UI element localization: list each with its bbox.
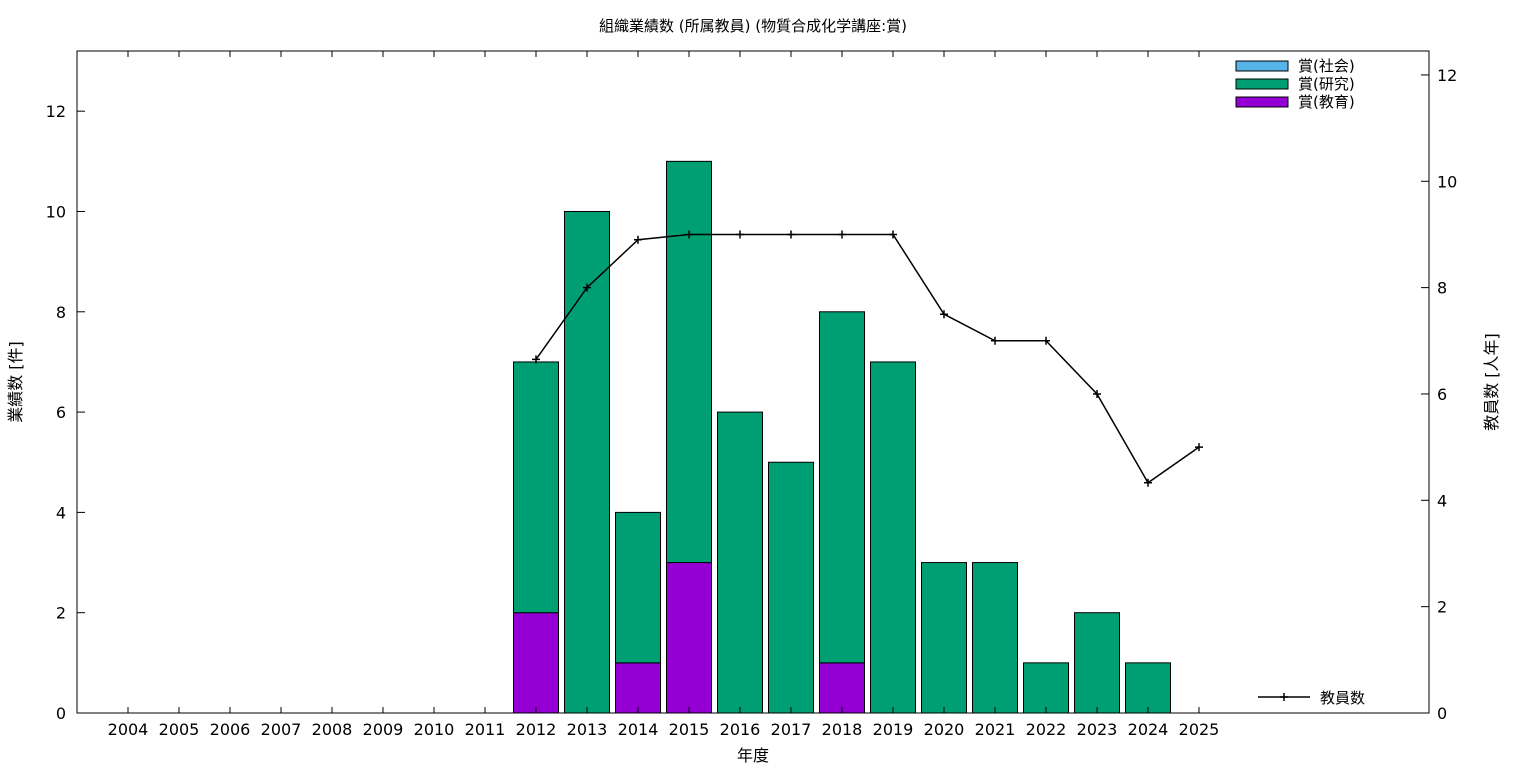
chart-title: 組織業績数 (所属教員) (物質合成化学講座:賞) bbox=[599, 17, 907, 35]
y2-tick-label-0: 0 bbox=[1437, 704, 1447, 723]
x-tick-label-2010: 2010 bbox=[414, 720, 455, 739]
bar-2014-s1 bbox=[615, 511, 661, 664]
bar-2014-s2 bbox=[615, 662, 661, 714]
x-tick-label-2017: 2017 bbox=[771, 720, 812, 739]
x-axis-label: 年度 bbox=[737, 746, 769, 765]
y-tick-label-8: 8 bbox=[56, 303, 66, 322]
y2-tick-label-10: 10 bbox=[1437, 172, 1457, 191]
bar-2023-s1 bbox=[1074, 612, 1120, 714]
x-tick-label-2020: 2020 bbox=[924, 720, 965, 739]
x-tick-label-2016: 2016 bbox=[720, 720, 761, 739]
y-tick-label-6: 6 bbox=[56, 403, 66, 422]
faculty-point-2016 bbox=[736, 230, 744, 239]
bar-2020-s1 bbox=[921, 562, 967, 714]
x-tick-label-2004: 2004 bbox=[108, 720, 149, 739]
y2-tick-label-4: 4 bbox=[1437, 491, 1447, 510]
legend-line-marker bbox=[1280, 693, 1288, 701]
x-tick-label-2025: 2025 bbox=[1179, 720, 1220, 739]
faculty-point-2020 bbox=[940, 310, 948, 319]
faculty-point-2014 bbox=[634, 235, 642, 244]
faculty-point-2019 bbox=[889, 230, 897, 239]
x-tick-label-2014: 2014 bbox=[618, 720, 659, 739]
legend-label-2: 賞(教育) bbox=[1298, 93, 1355, 111]
faculty-point-2024 bbox=[1144, 478, 1152, 487]
faculty-point-2012 bbox=[532, 355, 540, 364]
bar-2012-s2 bbox=[513, 612, 559, 714]
bar-2015-s2 bbox=[666, 562, 712, 714]
x-tick-label-2024: 2024 bbox=[1128, 720, 1169, 739]
faculty-point-2025 bbox=[1195, 443, 1203, 452]
axes: 2004 2005 2006 2007 2008 2009 2010 2011 2012 2013… bbox=[46, 51, 1457, 739]
y-axis-label: 業績数 [件] bbox=[6, 341, 25, 423]
x-tick-label-2012: 2012 bbox=[516, 720, 557, 739]
faculty-point-2013 bbox=[583, 283, 591, 292]
faculty-point-2015 bbox=[685, 230, 693, 239]
y-tick-label-4: 4 bbox=[56, 503, 66, 522]
faculty-point-2018 bbox=[838, 230, 846, 239]
y2-tick-label-8: 8 bbox=[1437, 279, 1447, 298]
legend-swatch-2 bbox=[1235, 96, 1289, 108]
x-tick-label-2009: 2009 bbox=[363, 720, 404, 739]
faculty-point-2017 bbox=[787, 230, 795, 239]
bar-2017-s1 bbox=[768, 461, 814, 714]
faculty-line-path bbox=[535, 233, 1200, 484]
x-tick-label-2021: 2021 bbox=[975, 720, 1016, 739]
bar-2016-s1 bbox=[717, 411, 763, 714]
bar-2022-s1 bbox=[1023, 662, 1069, 714]
x-tick-label-2013: 2013 bbox=[567, 720, 608, 739]
y2-axis-label: 教員数 [人年] bbox=[1482, 333, 1501, 431]
bar-2018-s2 bbox=[819, 662, 865, 714]
x-tick-label-2022: 2022 bbox=[1026, 720, 1067, 739]
legend-swatch-1 bbox=[1235, 78, 1289, 90]
bar-2012-s1 bbox=[513, 361, 559, 614]
x-tick-label-2006: 2006 bbox=[210, 720, 251, 739]
legend-label-1: 賞(研究) bbox=[1298, 75, 1355, 93]
x-tick-label-2007: 2007 bbox=[261, 720, 302, 739]
bar-2015-s1 bbox=[666, 160, 712, 564]
faculty-point-2021 bbox=[991, 336, 999, 345]
y2-tick-label-2: 2 bbox=[1437, 598, 1447, 617]
y-tick-label-2: 2 bbox=[56, 604, 66, 623]
x-tick-label-2015: 2015 bbox=[669, 720, 710, 739]
legend-swatch-0 bbox=[1235, 60, 1289, 72]
legend-line-label: 教員数 bbox=[1320, 689, 1365, 707]
y-tick-label-10: 10 bbox=[46, 202, 66, 221]
bar-2024-s1 bbox=[1125, 662, 1171, 714]
x-tick-label-2023: 2023 bbox=[1077, 720, 1118, 739]
faculty-point-2023 bbox=[1093, 389, 1101, 398]
faculty-point-2022 bbox=[1042, 336, 1050, 345]
legend: 賞(社会)賞(研究)賞(教育) 教員数 bbox=[1235, 57, 1365, 707]
x-tick-label-2011: 2011 bbox=[465, 720, 506, 739]
x-tick-label-2018: 2018 bbox=[822, 720, 863, 739]
bar-2019-s1 bbox=[870, 361, 916, 714]
legend-label-0: 賞(社会) bbox=[1298, 57, 1355, 75]
bar-2018-s1 bbox=[819, 311, 865, 664]
y2-tick-label-6: 6 bbox=[1437, 385, 1447, 404]
faculty-line bbox=[532, 230, 1203, 487]
y2-tick-label-12: 12 bbox=[1437, 66, 1457, 85]
x-tick-label-2008: 2008 bbox=[312, 720, 353, 739]
bars bbox=[513, 160, 1171, 714]
y-tick-label-0: 0 bbox=[56, 704, 66, 723]
y-tick-label-12: 12 bbox=[46, 102, 66, 121]
bar-2021-s1 bbox=[972, 562, 1018, 714]
x-tick-label-2019: 2019 bbox=[873, 720, 914, 739]
x-tick-label-2005: 2005 bbox=[159, 720, 200, 739]
